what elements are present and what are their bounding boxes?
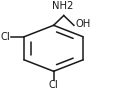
Text: OH: OH: [76, 19, 91, 29]
Text: NH2: NH2: [52, 1, 73, 11]
Text: Cl: Cl: [1, 32, 11, 42]
Text: Cl: Cl: [49, 80, 58, 90]
